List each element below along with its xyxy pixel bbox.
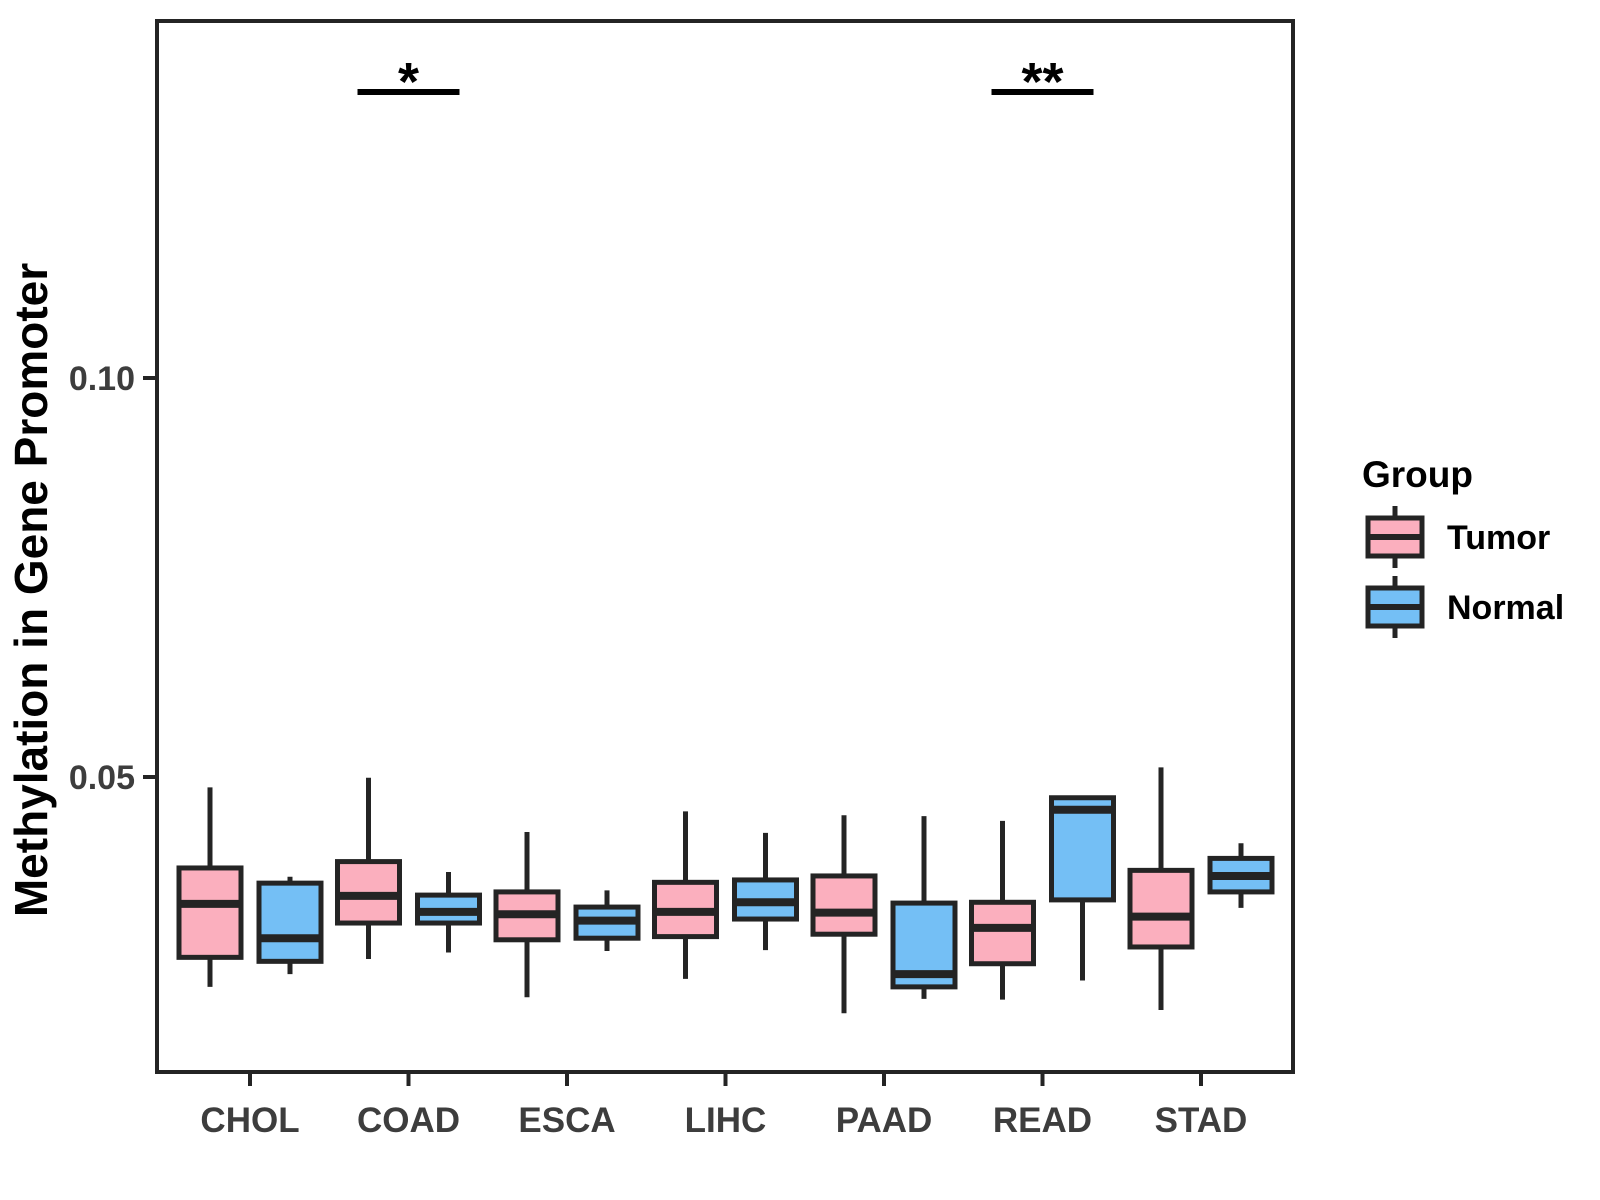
boxplot-paad-normal <box>890 816 958 999</box>
legend-item-tumor-label: Tumor <box>1447 519 1550 557</box>
x-tick-label: PAAD <box>836 1101 933 1140</box>
boxplot-coad-normal <box>415 871 482 953</box>
iqr-box <box>810 873 878 937</box>
boxplot-paad-tumor <box>810 815 878 1014</box>
legend-keys <box>1365 506 1425 638</box>
boxplot-stad-tumor <box>1127 767 1195 1011</box>
x-tick-label: STAD <box>1155 1101 1248 1140</box>
boxplot-chol-normal <box>256 876 324 975</box>
x-tick-label: LIHC <box>685 1101 767 1140</box>
x-tick-label: READ <box>993 1101 1092 1140</box>
plot-panel <box>155 19 1295 1074</box>
boxplot-stad-normal <box>1207 843 1275 908</box>
y-axis-title: Methylation in Gene Promoter <box>5 263 57 917</box>
iqr-box <box>256 880 324 964</box>
boxplot-read-tumor <box>969 820 1036 1000</box>
boxplot-esca-normal <box>573 890 641 951</box>
iqr-box <box>1127 867 1195 950</box>
significance-stars-coad: * <box>398 52 419 112</box>
boxplot-coad-tumor <box>335 777 402 959</box>
iqr-box <box>176 865 244 960</box>
significance-stars-read: ** <box>1021 52 1063 112</box>
iqr-box <box>1049 795 1116 903</box>
boxplots <box>176 767 1275 1014</box>
boxplot-esca-tumor <box>493 832 561 998</box>
significance-annotations: * ** <box>357 52 1094 112</box>
y-tick-label: 0.10 <box>69 360 135 398</box>
legend-key-tumor <box>1365 506 1425 568</box>
legend-title: Group <box>1362 454 1473 495</box>
x-tick-label: COAD <box>357 1101 460 1140</box>
legend-item-normal-label: Normal <box>1447 589 1564 627</box>
legend-key-normal <box>1365 576 1425 638</box>
boxplot-read-normal <box>1049 795 1116 981</box>
axes: 0.05 0.10 CHOL COAD ESCA LIHC PAAD READ STAD <box>69 360 1248 1140</box>
boxplot-chol-tumor <box>176 787 244 987</box>
x-tick-label: CHOL <box>200 1101 299 1140</box>
boxplot-lihc-normal <box>732 832 799 951</box>
y-tick-label: 0.05 <box>69 759 135 797</box>
plot-panel-border <box>155 19 1295 1074</box>
x-tick-label: ESCA <box>518 1101 615 1140</box>
boxplot-lihc-tumor <box>652 811 719 979</box>
iqr-box <box>969 899 1036 967</box>
